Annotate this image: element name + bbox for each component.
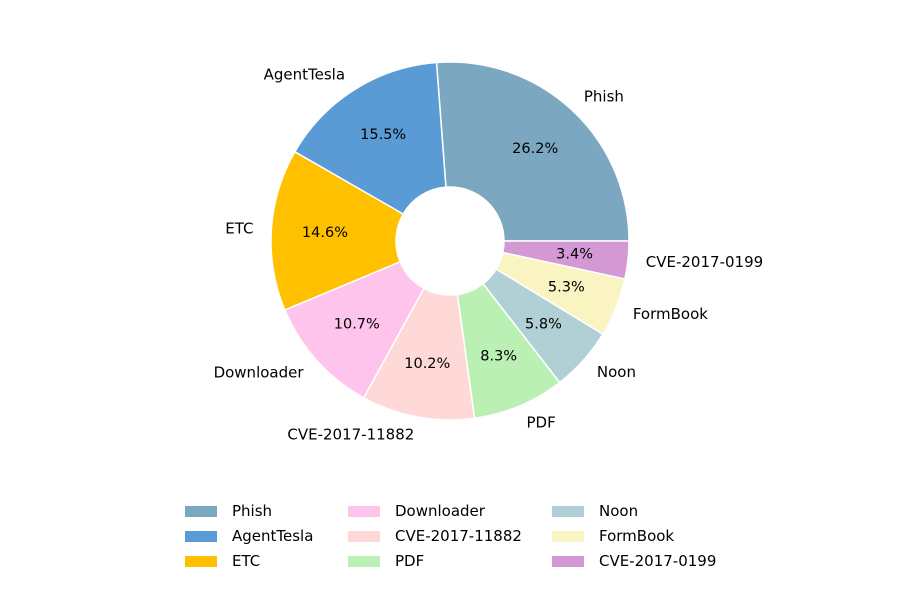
legend-swatch-noon <box>552 506 584 517</box>
legend-swatch-formbook <box>552 531 584 542</box>
slice-label-agenttesla: AgentTesla <box>264 65 345 83</box>
slice-cve-2017-11882 <box>362 287 476 421</box>
legend-swatch-phish <box>185 506 217 517</box>
legend-label-cve-2017-0199: CVE-2017-0199 <box>599 552 716 570</box>
slices-group <box>270 61 630 421</box>
legend-label-noon: Noon <box>599 502 638 520</box>
legend-label-agenttesla: AgentTesla <box>232 527 313 545</box>
legend-label-pdf: PDF <box>395 552 424 570</box>
legend-item-formbook: FormBook <box>552 527 674 545</box>
legend-item-etc: ETC <box>185 552 260 570</box>
slice-etc <box>270 150 405 312</box>
slice-label-cve-2017-0199: CVE-2017-0199 <box>646 253 763 271</box>
slice-cve-2017-0199 <box>501 240 630 280</box>
pct-label-agenttesla: 15.5% <box>360 127 406 143</box>
slice-label-pdf: PDF <box>526 413 555 431</box>
legend-item-noon: Noon <box>552 502 638 520</box>
legend-item-cve-2017-11882: CVE-2017-11882 <box>348 527 522 545</box>
legend-swatch-downloader <box>348 506 380 517</box>
slice-downloader <box>283 260 426 399</box>
legend-item-pdf: PDF <box>348 552 424 570</box>
pct-label-cve-2017-0199: 3.4% <box>556 246 593 262</box>
pct-label-etc: 14.6% <box>302 225 348 241</box>
pct-label-pdf: 8.3% <box>480 348 517 364</box>
slice-label-cve-2017-11882: CVE-2017-11882 <box>287 426 414 444</box>
legend-item-cve-2017-0199: CVE-2017-0199 <box>552 552 716 570</box>
slice-label-formbook: FormBook <box>633 305 708 323</box>
pct-label-downloader: 10.7% <box>334 317 380 333</box>
slice-phish <box>435 61 630 242</box>
legend-swatch-etc <box>185 556 217 567</box>
legend-label-formbook: FormBook <box>599 527 674 545</box>
pct-label-cve-2017-11882: 10.2% <box>404 356 450 372</box>
legend-swatch-cve-2017-0199 <box>552 556 584 567</box>
slice-label-phish: Phish <box>584 88 624 106</box>
legend-swatch-cve-2017-11882 <box>348 531 380 542</box>
legend-swatch-agenttesla <box>185 531 217 542</box>
legend-label-cve-2017-11882: CVE-2017-11882 <box>395 527 522 545</box>
labels-group: Phish 26.2% AgentTesla 15.5% ETC 14.6% Downloa… <box>214 65 764 443</box>
slice-label-etc: ETC <box>225 220 253 238</box>
slice-label-noon: Noon <box>597 363 636 381</box>
pct-label-phish: 26.2% <box>512 141 558 157</box>
slice-agenttesla <box>293 61 447 216</box>
pct-label-noon: 5.8% <box>525 316 562 332</box>
legend-item-downloader: Downloader <box>348 502 486 520</box>
legend-label-downloader: Downloader <box>395 502 486 520</box>
pct-label-formbook: 5.3% <box>548 279 585 295</box>
legend-label-phish: Phish <box>232 502 272 520</box>
legend-swatch-pdf <box>348 556 380 567</box>
legend-item-agenttesla: AgentTesla <box>185 527 313 545</box>
legend-item-phish: Phish <box>185 502 272 520</box>
legend-label-etc: ETC <box>232 552 260 570</box>
slice-label-downloader: Downloader <box>214 364 305 382</box>
legend: Phish AgentTesla ETC Downloader CVE-2017-118… <box>185 502 716 570</box>
